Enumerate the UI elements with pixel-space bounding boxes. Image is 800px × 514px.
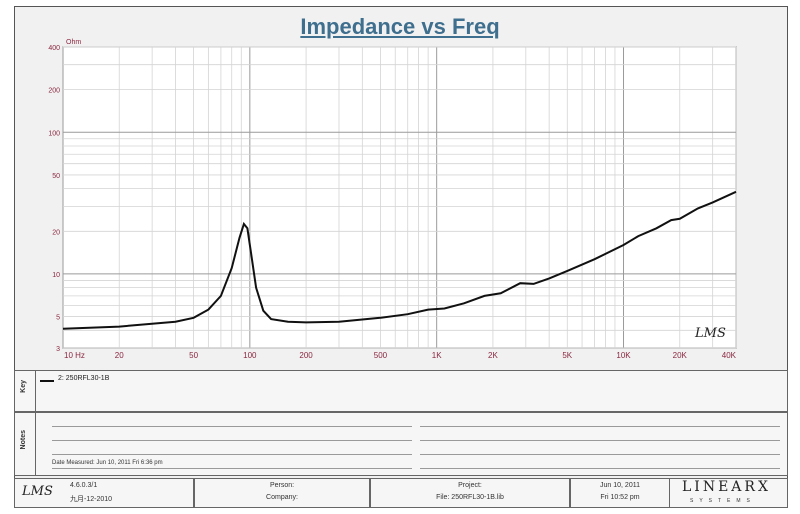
footer-cell-date: [570, 478, 670, 508]
x-axis-ticks: 10 Hz 20 50 100 200 500 1K 2K 5K 10K 20K 40K: [64, 351, 737, 360]
footer-cell-project: [370, 478, 570, 508]
y-tick-label: 3: [56, 346, 60, 353]
key-panel: [14, 370, 788, 412]
date-measured: Date Measured: Jun 10, 2011 Fri 6:36 pm: [52, 460, 163, 466]
x-tick-label: 10 Hz: [64, 351, 85, 360]
y-tick-label: 100: [48, 130, 60, 137]
y-tick-label: 200: [48, 88, 60, 95]
note-line: [52, 440, 412, 441]
x-tick-label: 100: [243, 351, 257, 360]
note-line: [420, 440, 780, 441]
company-label: Company:: [266, 494, 298, 501]
version: 4.6.0.3/1: [70, 482, 98, 489]
note-line: [420, 426, 780, 427]
x-tick-label: 50: [189, 351, 198, 360]
y-tick-label: 20: [52, 229, 60, 236]
linearx-logo: LINEARX: [682, 479, 771, 495]
y-tick-label: 5: [56, 315, 60, 322]
x-tick-label: 1K: [432, 351, 442, 360]
x-tick-label: 5K: [562, 351, 572, 360]
note-line: [420, 454, 780, 455]
footer-cell-person: [194, 478, 370, 508]
plot-area: [62, 46, 737, 349]
lms-watermark: LMS: [694, 326, 726, 341]
note-line: [420, 468, 780, 469]
x-tick-label: 40K: [722, 351, 737, 360]
x-tick-label: 500: [374, 351, 388, 360]
footer-time: Fri 10:52 pm: [600, 494, 640, 501]
note-line: [52, 468, 412, 469]
footer-cell-version: [14, 478, 194, 508]
key-side-label: Key: [20, 380, 27, 393]
version-date: 九月-12-2010: [70, 496, 113, 503]
linearx-logo-sub: SYSTEMS: [690, 498, 756, 504]
chart-title: Impedance vs Freq: [300, 14, 500, 39]
footer-date: Jun 10, 2011: [600, 482, 640, 489]
notes-side-box: [14, 412, 36, 476]
x-tick-label: 2K: [488, 351, 498, 360]
y-tick-label: 50: [52, 173, 60, 180]
project-label: Project:: [458, 482, 482, 489]
key-side-box: [14, 370, 36, 412]
grid-lines: [62, 46, 737, 349]
x-tick-label: 20: [115, 351, 124, 360]
note-line: [52, 426, 412, 427]
legend-entry: 2: 250RFL30-1B: [58, 375, 110, 382]
y-axis-ticks: 400 200 100 50 20 10 5 3: [48, 45, 60, 353]
x-tick-label: 20K: [673, 351, 688, 360]
person-label: Person:: [269, 482, 295, 489]
lms-logo: LMS: [22, 484, 53, 499]
y-unit-label: Ohm: [66, 39, 81, 46]
x-tick-label: 200: [299, 351, 313, 360]
x-tick-label: 10K: [616, 351, 631, 360]
y-tick-label: 10: [52, 272, 60, 279]
y-tick-label: 400: [48, 45, 60, 52]
notes-side-label: Notes: [20, 430, 27, 450]
series-line-250rfl30-1b: [62, 190, 737, 330]
legend-swatch: [40, 380, 54, 382]
note-line: [52, 454, 412, 455]
notes-panel: [14, 412, 788, 476]
file-label: File: 250RFL30-1B.lib: [436, 494, 504, 501]
